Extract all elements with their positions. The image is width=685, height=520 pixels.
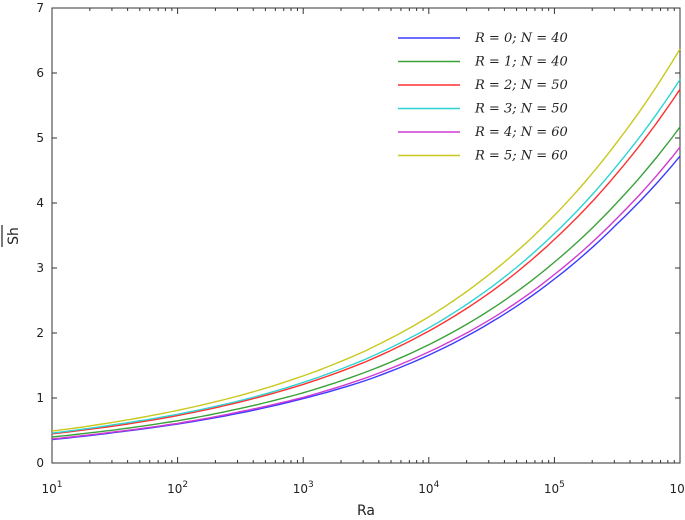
x-tick-exponent: 3 (308, 480, 314, 490)
x-tick-base: 10 (41, 482, 56, 496)
series-line-4 (51, 146, 681, 440)
x-axis: 101102103104105106 (41, 8, 685, 496)
x-tick-exponent: 1 (57, 480, 63, 490)
y-tick-label: 4 (36, 196, 44, 210)
legend-label-0: R = 0; N = 40 (474, 31, 568, 46)
x-tick-base: 10 (669, 482, 684, 496)
legend: R = 0; N = 40 R = 1; N = 40 R = 2; N = 50 R… (398, 31, 568, 164)
y-tick-label: 2 (36, 326, 44, 340)
legend-label-2: R = 2; N = 50 (474, 78, 568, 93)
series-line-2 (51, 88, 681, 435)
plot-frame (51, 7, 681, 464)
legend-label-4: R = 4; N = 60 (474, 125, 568, 140)
y-tick-label: 1 (36, 391, 44, 405)
y-axis: 0 1 2 3 4 5 6 7 (36, 1, 680, 470)
x-tick-label: 101 (41, 480, 62, 496)
y-axis-label: Sh (6, 227, 22, 245)
x-tick-label: 106 (669, 480, 685, 496)
x-tick-base: 10 (544, 482, 559, 496)
x-tick-label: 105 (544, 480, 565, 496)
y-tick-label: 6 (36, 66, 44, 80)
x-tick-label: 102 (167, 480, 188, 496)
legend-label-3: R = 3; N = 50 (474, 102, 568, 117)
x-tick-base: 10 (167, 482, 182, 496)
x-tick-exponent: 5 (559, 480, 565, 490)
x-tick-label: 103 (293, 480, 314, 496)
x-tick-label: 104 (418, 480, 439, 496)
y-tick-label: 3 (36, 261, 44, 275)
x-tick-base: 10 (418, 482, 433, 496)
series-line-1 (51, 126, 681, 438)
legend-label-5: R = 5; N = 60 (474, 149, 568, 164)
series-line-5 (51, 48, 681, 432)
y-tick-label: 7 (36, 1, 44, 15)
y-tick-label: 5 (36, 131, 44, 145)
legend-label-1: R = 1; N = 40 (474, 55, 568, 70)
y-tick-label: 0 (36, 456, 44, 470)
x-tick-base: 10 (293, 482, 308, 496)
series-line-3 (51, 79, 681, 434)
series-layer (51, 48, 681, 441)
x-tick-exponent: 4 (434, 480, 440, 490)
x-tick-exponent: 2 (182, 480, 188, 490)
y-axis-label-group: Sh (1, 225, 22, 247)
x-axis-label: Ra (357, 503, 375, 519)
